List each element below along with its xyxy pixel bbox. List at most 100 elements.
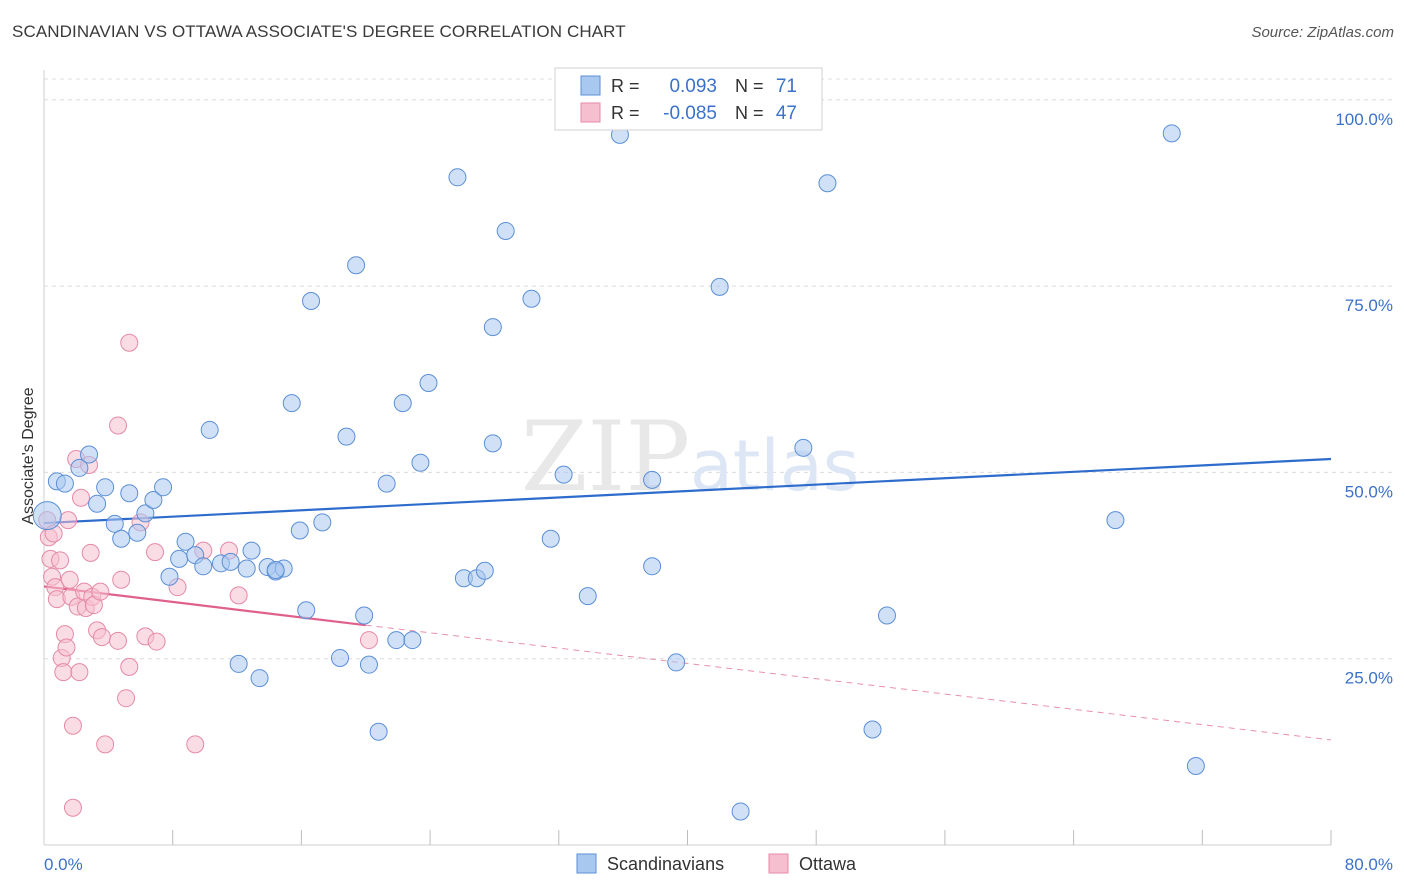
point-scandinavians bbox=[359, 655, 378, 674]
point-scandinavians bbox=[112, 529, 131, 548]
point-scandinavians bbox=[120, 484, 139, 503]
point-scandinavians bbox=[448, 168, 467, 187]
point-scandinavians bbox=[1186, 757, 1205, 776]
series-legend-swatch-scandinavians bbox=[576, 853, 597, 874]
point-ottawa bbox=[91, 582, 110, 601]
point-ottawa bbox=[112, 570, 131, 589]
point-scandinavians bbox=[554, 465, 573, 484]
legend-r-label-2: R = bbox=[611, 103, 640, 123]
point-scandinavians bbox=[818, 174, 837, 193]
point-scandinavians bbox=[96, 478, 115, 497]
stats-legend: R = 0.093 N = 71 R = -0.085 N = 47 bbox=[554, 67, 823, 131]
point-scandinavians bbox=[377, 474, 396, 493]
point-scandinavians bbox=[250, 669, 269, 688]
point-scandinavians bbox=[1162, 124, 1181, 143]
point-scandinavians bbox=[80, 445, 99, 464]
point-scandinavians bbox=[355, 606, 374, 625]
chart-title: SCANDINAVIAN VS OTTAWA ASSOCIATE'S DEGRE… bbox=[12, 22, 626, 41]
point-scandinavians bbox=[221, 552, 240, 571]
point-scandinavians bbox=[496, 221, 515, 240]
point-ottawa bbox=[63, 798, 82, 817]
point-scandinavians bbox=[863, 720, 882, 739]
point-scandinavians bbox=[643, 557, 662, 576]
point-scandinavians bbox=[144, 490, 163, 509]
point-scandinavians bbox=[170, 549, 189, 568]
point-ottawa bbox=[60, 570, 79, 589]
point-scandinavians bbox=[578, 587, 597, 606]
point-scandinavians bbox=[176, 532, 195, 551]
point-scandinavians bbox=[242, 541, 261, 560]
point-ottawa bbox=[359, 631, 378, 650]
point-ottawa bbox=[59, 511, 78, 530]
point-scandinavians bbox=[136, 504, 155, 523]
point-ottawa bbox=[186, 735, 205, 754]
point-ottawa bbox=[147, 632, 166, 651]
series-legend-label-scandinavians: Scandinavians bbox=[607, 854, 724, 874]
point-ottawa bbox=[109, 631, 128, 650]
y-tick-labels: 25.0% 50.0% 75.0% 100.0% bbox=[1335, 110, 1393, 688]
point-scandinavians bbox=[347, 256, 366, 275]
point-scandinavians bbox=[1106, 511, 1125, 530]
x-tick-label-min: 0.0% bbox=[44, 855, 83, 874]
point-ottawa bbox=[70, 663, 89, 682]
legend-r-label-1: R = bbox=[611, 76, 640, 96]
point-scandinavians bbox=[160, 567, 179, 586]
point-scandinavians bbox=[369, 722, 388, 741]
point-scandinavians bbox=[282, 394, 301, 413]
point-scandinavians bbox=[32, 501, 62, 531]
point-scandinavians bbox=[88, 494, 107, 513]
legend-swatch-ottawa bbox=[580, 102, 601, 123]
point-ottawa bbox=[146, 543, 165, 562]
point-scandinavians bbox=[297, 601, 316, 620]
legend-n-label-1: N = bbox=[735, 76, 764, 96]
point-scandinavians bbox=[541, 529, 560, 548]
point-ottawa bbox=[51, 551, 70, 570]
point-scandinavians bbox=[313, 513, 332, 532]
point-scandinavians bbox=[411, 453, 430, 472]
series-legend: Scandinavians Ottawa bbox=[576, 853, 857, 874]
point-scandinavians bbox=[710, 277, 729, 296]
point-scandinavians bbox=[731, 802, 750, 821]
trend-line-ottawa-extension bbox=[365, 624, 1332, 741]
trend-line-scandinavians bbox=[43, 457, 1332, 525]
legend-r-value-scandinavians: 0.093 bbox=[669, 76, 717, 97]
series-legend-swatch-ottawa bbox=[768, 853, 789, 874]
y-tick-label: 100.0% bbox=[1335, 110, 1393, 129]
y-tick-label: 75.0% bbox=[1345, 296, 1393, 315]
legend-r-value-ottawa: -0.085 bbox=[663, 103, 717, 124]
y-tick-label: 50.0% bbox=[1345, 482, 1393, 501]
point-scandinavians bbox=[70, 458, 89, 477]
point-scandinavians bbox=[522, 289, 541, 308]
point-scandinavians bbox=[290, 521, 309, 540]
point-ottawa bbox=[92, 628, 111, 647]
point-scandinavians bbox=[877, 606, 896, 625]
legend-n-value-ottawa: 47 bbox=[776, 103, 797, 124]
point-scandinavians bbox=[229, 654, 248, 673]
point-ottawa bbox=[57, 638, 76, 657]
point-scandinavians bbox=[266, 561, 285, 580]
point-ottawa bbox=[229, 586, 248, 605]
legend-n-label-2: N = bbox=[735, 103, 764, 123]
point-ottawa bbox=[109, 416, 128, 435]
point-ottawa bbox=[63, 716, 82, 735]
point-scandinavians bbox=[302, 292, 321, 311]
point-ottawa bbox=[117, 689, 136, 708]
point-scandinavians bbox=[337, 427, 356, 446]
point-scandinavians bbox=[55, 474, 74, 493]
y-tick-label: 25.0% bbox=[1345, 669, 1393, 688]
point-scandinavians bbox=[331, 648, 350, 667]
x-tick-label-max: 80.0% bbox=[1345, 855, 1393, 874]
point-scandinavians bbox=[643, 470, 662, 489]
point-scandinavians bbox=[419, 373, 438, 392]
legend-n-value-scandinavians: 71 bbox=[776, 76, 797, 97]
point-scandinavians bbox=[667, 653, 686, 672]
point-scandinavians bbox=[194, 557, 213, 576]
point-ottawa bbox=[96, 735, 115, 754]
watermark-atlas: atlas bbox=[690, 425, 859, 507]
point-scandinavians bbox=[403, 631, 422, 650]
point-ottawa bbox=[120, 333, 139, 352]
chart-source: Source: ZipAtlas.com bbox=[1251, 24, 1394, 41]
point-ottawa bbox=[120, 657, 139, 676]
series-legend-label-ottawa: Ottawa bbox=[799, 854, 857, 874]
